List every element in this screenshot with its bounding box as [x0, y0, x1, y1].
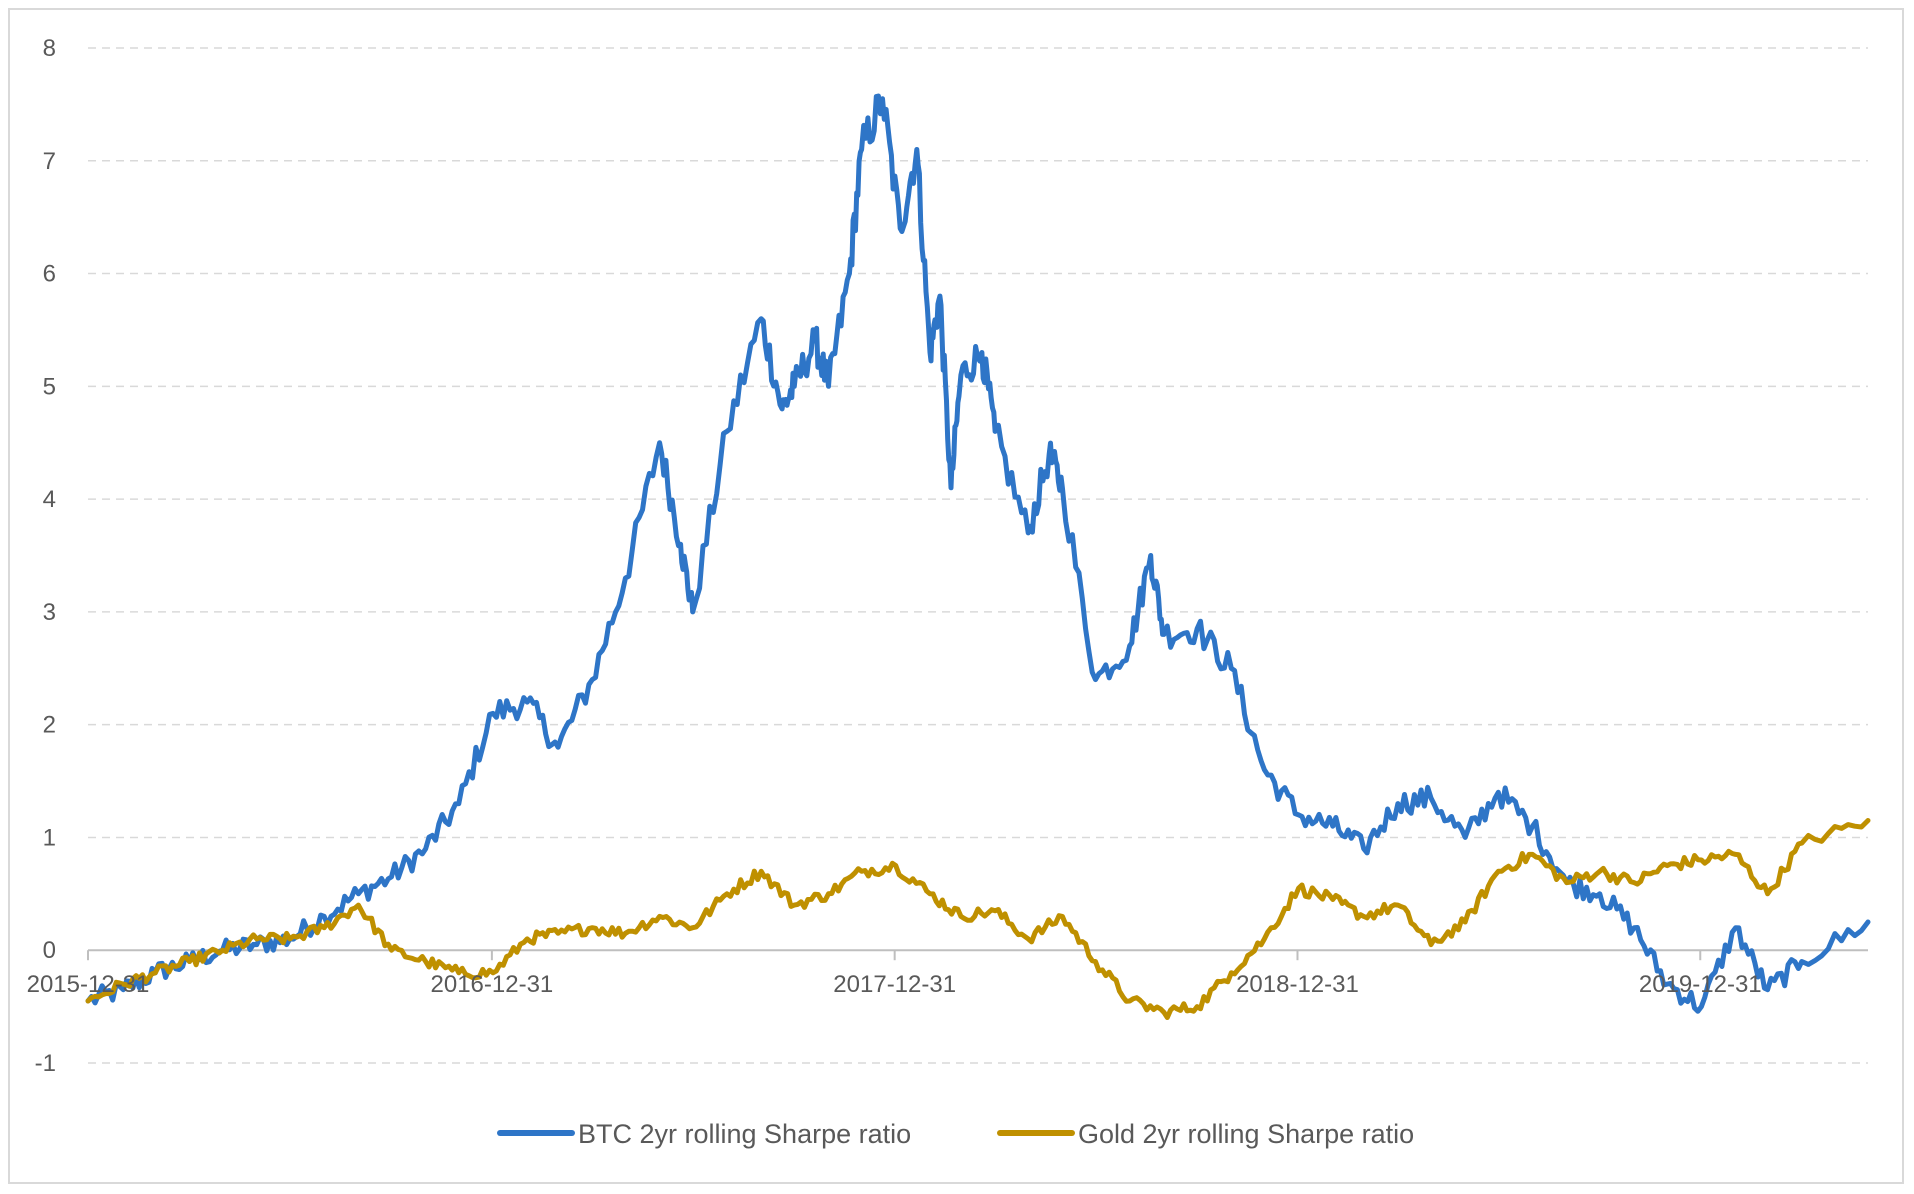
legend-label-gold: Gold 2yr rolling Sharpe ratio — [1078, 1119, 1414, 1149]
line-chart: -1 0 1 2 3 4 5 6 7 8 2015-12-31 2016-12-31 2017-12-… — [27, 35, 1871, 1149]
series-line-btc — [85, 93, 1871, 1014]
y-tick-label: 3 — [43, 599, 56, 626]
y-tick-label: 5 — [43, 373, 56, 400]
y-tick-label: 2 — [43, 712, 56, 739]
series-lines — [85, 93, 1871, 1020]
chart-frame: -1 0 1 2 3 4 5 6 7 8 2015-12-31 2016-12-31 2017-12-… — [8, 8, 1904, 1184]
x-axis-tick-labels: 2015-12-31 2016-12-31 2017-12-31 2018-12-31… — [27, 971, 1762, 998]
legend: BTC 2yr rolling Sharpe ratio Gold 2yr rol… — [497, 1119, 1414, 1149]
y-tick-label: 1 — [43, 824, 56, 851]
series-line-gold — [85, 818, 1871, 1020]
x-tick-label: 2018-12-31 — [1236, 971, 1359, 998]
y-axis-tick-labels: -1 0 1 2 3 4 5 6 7 8 — [35, 35, 56, 1077]
x-tick-label: 2017-12-31 — [833, 971, 956, 998]
x-tick-label: 2016-12-31 — [431, 971, 554, 998]
y-tick-label: -1 — [35, 1050, 56, 1077]
x-tick-label: 2019-12-31 — [1639, 971, 1762, 998]
gridlines — [88, 47, 1868, 1064]
y-tick-label: 4 — [43, 486, 56, 513]
y-tick-label: 7 — [43, 148, 56, 175]
x-axis-ticks — [87, 950, 1702, 961]
x-tick-label: 2015-12-31 — [27, 971, 150, 998]
legend-label-btc: BTC 2yr rolling Sharpe ratio — [578, 1119, 911, 1149]
y-tick-label: 0 — [43, 937, 56, 964]
y-tick-label: 6 — [43, 261, 56, 288]
y-tick-label: 8 — [43, 35, 56, 62]
